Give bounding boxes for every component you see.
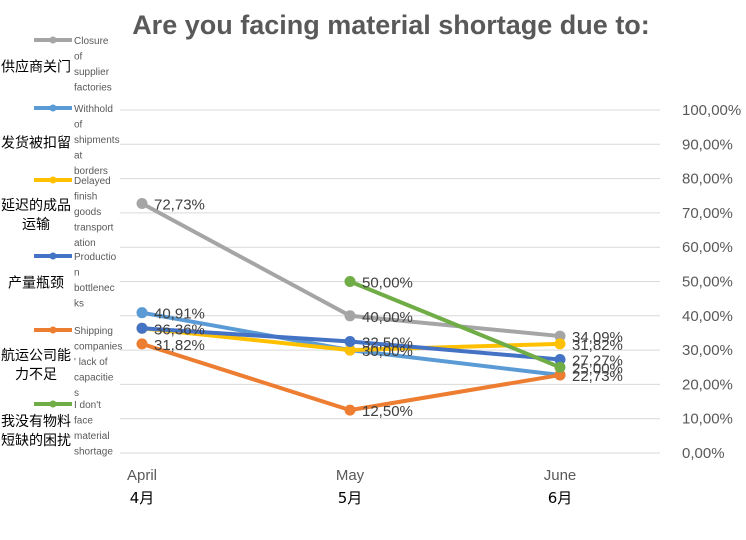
data-label: 40,91% [154, 306, 205, 323]
legend-label: n [74, 268, 80, 279]
legend-label-cn: 发货被扣留 [1, 134, 71, 151]
data-label: 40,00% [362, 309, 413, 326]
legend-label: of [74, 120, 83, 131]
legend-marker [49, 104, 57, 112]
legend-label: capacitie [74, 373, 114, 384]
data-point [554, 361, 566, 373]
legend-label: ks [74, 299, 84, 310]
y-tick-label: 30,00% [682, 342, 733, 359]
legend-label: ation [74, 238, 96, 249]
x-tick-label: May [336, 467, 365, 484]
legend-marker [49, 326, 57, 334]
legend-label: Closure [74, 36, 109, 47]
legend-marker [49, 176, 57, 184]
y-axis-ticks: 0,00% 10,00% 20,00% 30,00% 40,00% 50,00% 60,00… [682, 102, 741, 462]
data-point [554, 330, 566, 342]
x-tick-label-cn: 5月 [338, 489, 363, 507]
legend-label-cn: 延迟的成品 [1, 198, 71, 214]
legend-label: goods [74, 207, 101, 218]
data-point [344, 276, 356, 287]
data-labels: 72,73%40,00%34,09%40,91%30,00% 31,82%36,3… [154, 197, 623, 421]
y-tick-label: 10,00% [682, 411, 733, 428]
data-point [136, 338, 148, 350]
x-tick-label: April [127, 467, 157, 484]
legend-label: Delayed [74, 176, 111, 187]
data-label: 31,82% [154, 337, 205, 354]
data-label: 27,27% [572, 352, 623, 369]
legend-label: companies [74, 342, 122, 353]
data-label: 25,00% [572, 360, 623, 377]
x-tick-label-cn: 6月 [548, 489, 573, 507]
legend-label: at [74, 151, 83, 162]
legend-label: supplier [74, 67, 110, 78]
y-tick-label: 80,00% [682, 171, 733, 188]
y-tick-label: 50,00% [682, 274, 733, 291]
legend-label: material [74, 431, 110, 442]
x-axis-ticks: April 4月 May 5月 June 6月 [127, 467, 576, 507]
legend-marker [49, 252, 57, 260]
legend-label-cn: 运输 [22, 217, 50, 233]
data-point [344, 404, 356, 416]
x-tick-label-cn: 4月 [130, 489, 155, 507]
data-label: 34,09% [572, 329, 623, 346]
series-line [348, 279, 562, 370]
legend-label: transport [74, 223, 114, 234]
x-tick-label: June [544, 467, 577, 484]
data-label: 31,82% [572, 337, 623, 354]
data-point [136, 198, 148, 210]
data-point [554, 369, 566, 381]
legend-label-cn: 力不足 [15, 367, 57, 383]
y-tick-label: 60,00% [682, 239, 733, 256]
chart-title: Are you facing material shortage due to: [132, 10, 650, 40]
legend-label: ' lack of [74, 357, 108, 368]
legend-label-cn: 产量瓶颈 [8, 276, 64, 292]
gridlines [120, 109, 660, 454]
legend-label: I don't [74, 400, 101, 411]
y-tick-label: 20,00% [682, 376, 733, 393]
legend-label: Productio [74, 252, 117, 263]
data-label: 72,73% [154, 197, 205, 214]
y-tick-label: 0,00% [682, 445, 725, 462]
y-tick-label: 70,00% [682, 205, 733, 222]
data-label: 50,00% [362, 275, 413, 292]
legend-label: shortage [74, 447, 113, 458]
legend-label: s [74, 388, 79, 399]
legend-label: bottlenec [74, 283, 115, 294]
data-label: 12,50% [362, 403, 413, 420]
legend-label: finish [74, 192, 97, 203]
legend-label: of [74, 52, 83, 63]
y-tick-label: 40,00% [682, 308, 733, 325]
legend-marker [49, 400, 57, 408]
y-tick-label: 100,00% [682, 102, 741, 119]
data-point [344, 336, 356, 348]
data-label: 30,00% [362, 343, 413, 360]
series-lines [136, 198, 566, 416]
data-point [554, 353, 566, 365]
legend-label: Withhold [74, 104, 113, 115]
data-label: 32,50% [362, 335, 413, 352]
data-point [136, 322, 148, 334]
data-point [344, 344, 356, 356]
legend-label-cn: 我没有物料 [1, 414, 71, 430]
y-tick-label: 90,00% [682, 136, 733, 153]
legend-marker [49, 36, 57, 44]
legend-label: Shipping [74, 326, 113, 337]
data-point [344, 310, 356, 322]
legend-label-cn: 短缺的困扰 [1, 433, 71, 449]
data-point [554, 338, 566, 350]
legend-label-cn: 供应商关门 [1, 59, 71, 76]
legend-label: factories [74, 83, 112, 94]
legend-label: shipments [74, 135, 120, 146]
legend-label: face [74, 416, 93, 427]
data-point [136, 307, 148, 319]
legend-label: borders [74, 166, 108, 177]
legend-label-cn: 航运公司能 [1, 348, 71, 364]
data-label: 22,73% [572, 368, 623, 385]
data-label: 36,36% [154, 321, 205, 338]
